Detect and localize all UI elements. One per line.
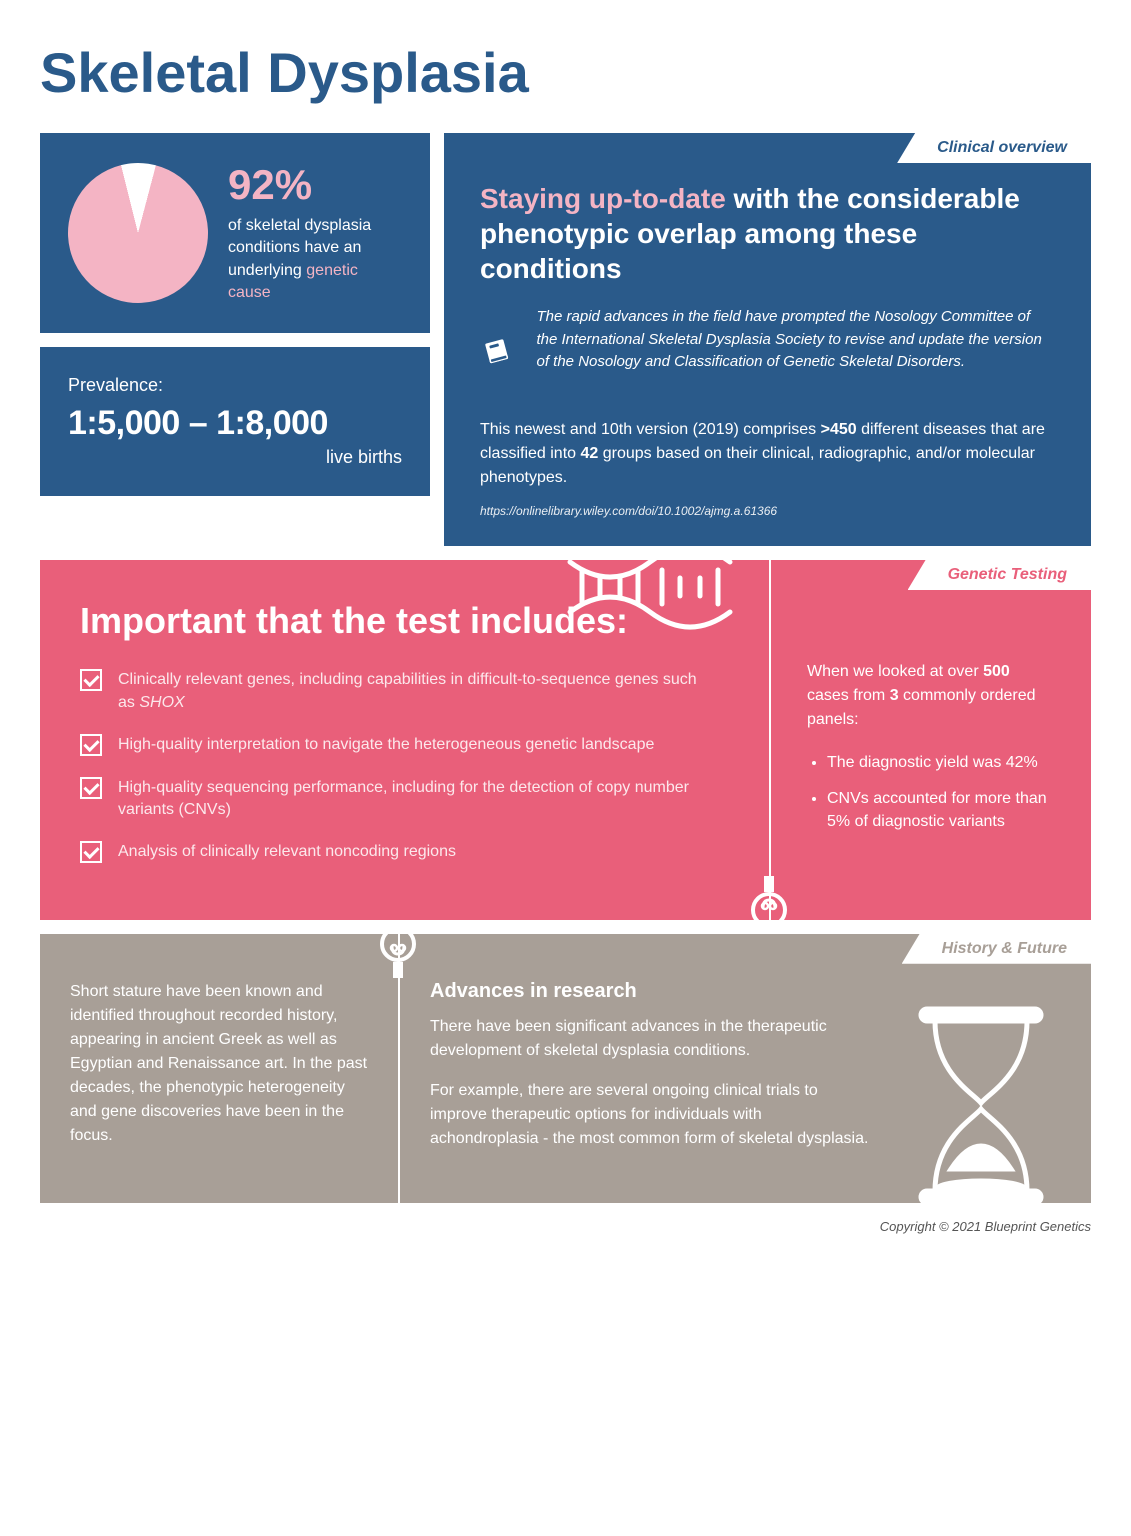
check-icon bbox=[80, 669, 102, 691]
overview-tag: Clinical overview bbox=[897, 133, 1091, 163]
page-title: Skeletal Dysplasia bbox=[40, 40, 1091, 105]
list-item: CNVs accounted for more than 5% of diagn… bbox=[827, 788, 1055, 833]
check-text-em: SHOX bbox=[139, 694, 184, 711]
genetic-checklist: Clinically relevant genes, including cap… bbox=[80, 669, 709, 863]
list-item: Clinically relevant genes, including cap… bbox=[80, 669, 709, 714]
top-grid: 92% of skeletal dysplasia conditions hav… bbox=[40, 133, 1091, 546]
bulb-icon bbox=[380, 926, 416, 978]
ov-body-b1: >450 bbox=[821, 421, 857, 438]
prevalence-value: 1:5,000 – 1:8,000 bbox=[68, 404, 402, 443]
genetic-testing-card: Genetic Testing Important that the test … bbox=[40, 560, 1091, 920]
bulb-icon bbox=[751, 876, 787, 928]
gi-mid: cases from bbox=[807, 687, 890, 704]
left-column: 92% of skeletal dysplasia conditions hav… bbox=[40, 133, 430, 546]
check-icon bbox=[80, 777, 102, 799]
check-text: High-quality sequencing performance, inc… bbox=[118, 777, 709, 822]
prevalence-label: Prevalence: bbox=[68, 375, 402, 396]
check-icon bbox=[80, 841, 102, 863]
stat-description: of skeletal dysplasia conditions have an… bbox=[228, 215, 402, 305]
stat-text-block: 92% of skeletal dysplasia conditions hav… bbox=[228, 161, 402, 305]
ov-body-b2: 42 bbox=[581, 445, 599, 462]
prevalence-sub: live births bbox=[68, 447, 402, 468]
overview-body: This newest and 10th version (2019) comp… bbox=[480, 418, 1055, 490]
list-item: Analysis of clinically relevant noncodin… bbox=[80, 841, 709, 863]
ov-body-pre: This newest and 10th version (2019) comp… bbox=[480, 421, 821, 438]
overview-row: The rapid advances in the field have pro… bbox=[480, 306, 1055, 396]
gi-pre: When we looked at over bbox=[807, 663, 983, 680]
history-text: Short stature have been known and identi… bbox=[70, 980, 368, 1148]
genetic-intro: When we looked at over 500 cases from 3 … bbox=[807, 660, 1055, 732]
history-tag: History & Future bbox=[902, 934, 1091, 964]
overview-link: https://onlinelibrary.wiley.com/doi/10.1… bbox=[480, 504, 1055, 518]
history-card: History & Future Short stature have been… bbox=[40, 934, 1091, 1203]
overview-heading-hl: Staying up-to-date bbox=[480, 183, 726, 214]
genetic-right: When we looked at over 500 cases from 3 … bbox=[771, 560, 1091, 920]
overview-italic: The rapid advances in the field have pro… bbox=[537, 306, 1056, 374]
genetic-left: Important that the test includes: Clinic… bbox=[40, 560, 771, 920]
genetic-title: Important that the test includes: bbox=[80, 600, 709, 641]
gi-b2: 3 bbox=[890, 687, 899, 704]
list-item: High-quality interpretation to navigate … bbox=[80, 734, 709, 756]
gi-b1: 500 bbox=[983, 663, 1010, 680]
check-text: Clinically relevant genes, including cap… bbox=[118, 671, 697, 710]
copyright: Copyright © 2021 Blueprint Genetics bbox=[40, 1219, 1091, 1234]
history-p1: There have been significant advances in … bbox=[430, 1015, 871, 1063]
overview-heading: Staying up-to-date with the considerable… bbox=[480, 181, 1055, 286]
history-left: Short stature have been known and identi… bbox=[40, 934, 400, 1203]
genetic-tag: Genetic Testing bbox=[908, 560, 1091, 590]
stat-card: 92% of skeletal dysplasia conditions hav… bbox=[40, 133, 430, 333]
genetic-bullets: The diagnostic yield was 42% CNVs accoun… bbox=[807, 752, 1055, 833]
pie-chart-icon bbox=[53, 148, 223, 318]
history-p2: For example, there are several ongoing c… bbox=[430, 1079, 871, 1151]
overview-card: Clinical overview Staying up-to-date wit… bbox=[444, 133, 1091, 546]
prevalence-card: Prevalence: 1:5,000 – 1:8,000 live birth… bbox=[40, 347, 430, 496]
list-item: High-quality sequencing performance, inc… bbox=[80, 777, 709, 822]
stat-percent: 92% bbox=[228, 161, 402, 209]
check-text: Analysis of clinically relevant noncodin… bbox=[118, 841, 456, 863]
list-item: The diagnostic yield was 42% bbox=[827, 752, 1055, 774]
check-icon bbox=[80, 734, 102, 756]
history-heading: Advances in research bbox=[430, 980, 871, 1003]
book-icon bbox=[480, 306, 513, 396]
hourglass-icon bbox=[901, 1003, 1061, 1203]
check-text: High-quality interpretation to navigate … bbox=[118, 734, 654, 756]
